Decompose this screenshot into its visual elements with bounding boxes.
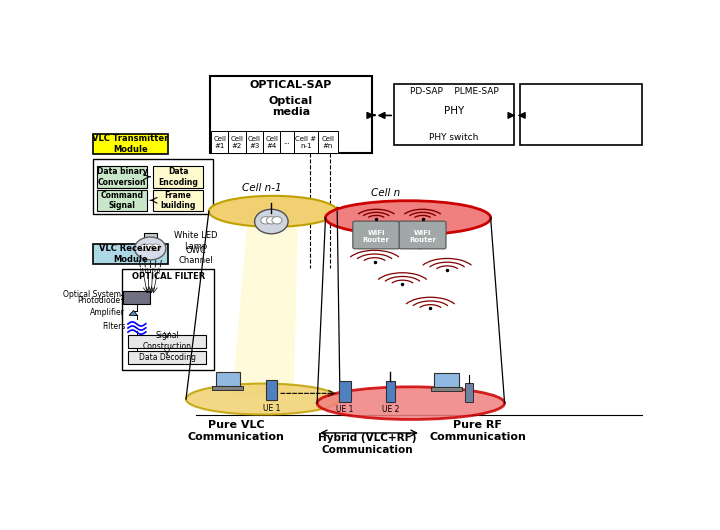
FancyBboxPatch shape — [211, 131, 228, 153]
FancyBboxPatch shape — [215, 372, 240, 386]
Polygon shape — [233, 214, 298, 396]
Text: OWC
Channel: OWC Channel — [179, 246, 213, 265]
FancyBboxPatch shape — [465, 383, 473, 402]
Text: Cell
#4: Cell #4 — [265, 136, 278, 148]
Ellipse shape — [325, 201, 490, 235]
FancyBboxPatch shape — [124, 290, 150, 304]
FancyBboxPatch shape — [228, 131, 246, 153]
FancyBboxPatch shape — [93, 158, 213, 214]
Text: UE 2: UE 2 — [382, 405, 400, 414]
FancyBboxPatch shape — [93, 244, 168, 264]
Text: PHY: PHY — [444, 105, 464, 116]
FancyBboxPatch shape — [97, 165, 148, 188]
FancyBboxPatch shape — [294, 131, 318, 153]
FancyBboxPatch shape — [128, 334, 206, 348]
Text: Frame
building: Frame building — [161, 191, 196, 210]
Text: Data
Encoding: Data Encoding — [158, 167, 198, 187]
FancyBboxPatch shape — [263, 131, 280, 153]
FancyBboxPatch shape — [399, 221, 446, 249]
FancyBboxPatch shape — [210, 76, 372, 153]
Text: OPTICAL FILTER: OPTICAL FILTER — [132, 272, 205, 281]
Text: WiFi
Router: WiFi Router — [409, 230, 436, 243]
Text: ...: ... — [284, 139, 290, 145]
FancyBboxPatch shape — [143, 233, 157, 242]
Text: PHY switch: PHY switch — [429, 132, 479, 142]
FancyBboxPatch shape — [122, 269, 215, 370]
Circle shape — [255, 209, 288, 234]
Ellipse shape — [186, 384, 340, 414]
Text: Command
Signal: Command Signal — [101, 191, 144, 210]
Circle shape — [140, 244, 149, 251]
Circle shape — [151, 244, 161, 251]
Text: Cell
#n: Cell #n — [321, 136, 334, 148]
FancyBboxPatch shape — [212, 386, 243, 390]
Text: VLC Receiver
Module: VLC Receiver Module — [99, 244, 161, 264]
FancyBboxPatch shape — [318, 131, 338, 153]
Text: Optical
media: Optical media — [269, 95, 313, 117]
Ellipse shape — [317, 387, 505, 419]
Text: OPTICAL-SAP: OPTICAL-SAP — [250, 80, 332, 90]
Circle shape — [135, 237, 166, 260]
Text: Hybrid (VLC+RF)
Communication: Hybrid (VLC+RF) Communication — [318, 433, 417, 455]
FancyBboxPatch shape — [97, 190, 148, 210]
FancyBboxPatch shape — [434, 373, 459, 387]
Text: PD-SAP    PLME-SAP: PD-SAP PLME-SAP — [410, 87, 498, 96]
FancyBboxPatch shape — [431, 387, 462, 391]
Text: White LED
Lamp: White LED Lamp — [174, 232, 217, 251]
Text: UE 1: UE 1 — [336, 405, 354, 414]
Text: Cell n: Cell n — [371, 188, 400, 198]
FancyBboxPatch shape — [266, 380, 277, 400]
Circle shape — [145, 244, 155, 251]
FancyBboxPatch shape — [153, 190, 203, 210]
Polygon shape — [129, 311, 138, 315]
Text: Pure VLC
Communication: Pure VLC Communication — [188, 420, 284, 441]
Text: Optical System: Optical System — [63, 290, 121, 299]
Text: Cell #
n-1: Cell # n-1 — [295, 136, 316, 148]
Text: Cell
#3: Cell #3 — [248, 136, 261, 148]
Text: Photodiode: Photodiode — [78, 296, 121, 305]
Circle shape — [261, 217, 271, 224]
Circle shape — [266, 217, 276, 224]
Text: Signal
Construction: Signal Construction — [143, 331, 192, 351]
FancyBboxPatch shape — [520, 84, 642, 145]
Text: Cell n-1: Cell n-1 — [242, 183, 282, 193]
FancyBboxPatch shape — [93, 134, 168, 154]
FancyBboxPatch shape — [339, 381, 351, 402]
Ellipse shape — [209, 196, 337, 227]
Text: Cell
#1: Cell #1 — [213, 136, 226, 148]
Text: Data Decoding: Data Decoding — [138, 354, 196, 363]
FancyBboxPatch shape — [386, 381, 395, 402]
FancyBboxPatch shape — [353, 221, 400, 249]
Text: Cell
#2: Cell #2 — [230, 136, 243, 148]
Text: Pure RF
Communication: Pure RF Communication — [429, 420, 526, 441]
FancyBboxPatch shape — [246, 131, 263, 153]
Circle shape — [272, 217, 282, 224]
Text: Filters: Filters — [102, 322, 125, 331]
FancyBboxPatch shape — [128, 351, 206, 364]
Text: Amplifier: Amplifier — [90, 308, 125, 317]
FancyBboxPatch shape — [280, 131, 294, 153]
Text: VLC Transmitter
Module: VLC Transmitter Module — [92, 134, 168, 154]
FancyBboxPatch shape — [153, 165, 203, 188]
Text: WiFi
Router: WiFi Router — [363, 230, 390, 243]
Text: UE 1: UE 1 — [263, 404, 280, 413]
FancyBboxPatch shape — [394, 84, 514, 145]
Text: Data binary
Conversion: Data binary Conversion — [97, 167, 148, 187]
